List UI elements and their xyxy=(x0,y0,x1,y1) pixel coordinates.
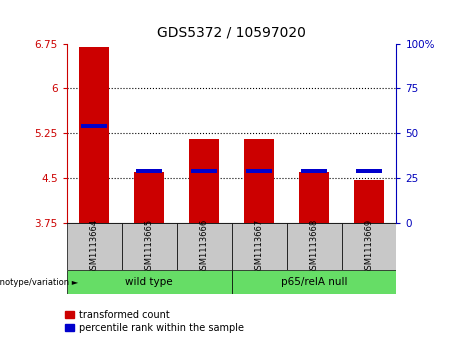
Bar xyxy=(246,169,272,173)
Text: GSM1113667: GSM1113667 xyxy=(254,219,264,275)
Bar xyxy=(79,46,109,223)
Text: GSM1113666: GSM1113666 xyxy=(200,219,209,275)
Bar xyxy=(67,270,231,294)
Bar xyxy=(191,169,217,173)
Text: wild type: wild type xyxy=(125,277,173,287)
Text: GSM1113664: GSM1113664 xyxy=(90,219,99,275)
Bar xyxy=(244,139,274,223)
Text: GSM1113668: GSM1113668 xyxy=(309,219,319,275)
Text: genotype/variation ►: genotype/variation ► xyxy=(0,278,78,287)
Bar xyxy=(82,124,107,128)
Text: GSM1113669: GSM1113669 xyxy=(365,219,373,275)
Text: GSM1113665: GSM1113665 xyxy=(145,219,154,275)
Bar xyxy=(356,169,382,173)
Bar xyxy=(231,270,396,294)
Legend: transformed count, percentile rank within the sample: transformed count, percentile rank withi… xyxy=(61,306,248,337)
Bar xyxy=(231,223,287,270)
Bar xyxy=(287,223,342,270)
Bar xyxy=(136,169,162,173)
Bar xyxy=(122,223,177,270)
Text: p65/relA null: p65/relA null xyxy=(281,277,347,287)
Bar xyxy=(299,172,329,223)
Bar xyxy=(189,139,219,223)
Bar xyxy=(134,172,165,223)
Bar xyxy=(177,223,231,270)
Title: GDS5372 / 10597020: GDS5372 / 10597020 xyxy=(157,26,306,40)
Bar xyxy=(67,223,122,270)
Bar xyxy=(354,180,384,223)
Bar xyxy=(301,169,327,173)
Bar xyxy=(342,223,396,270)
